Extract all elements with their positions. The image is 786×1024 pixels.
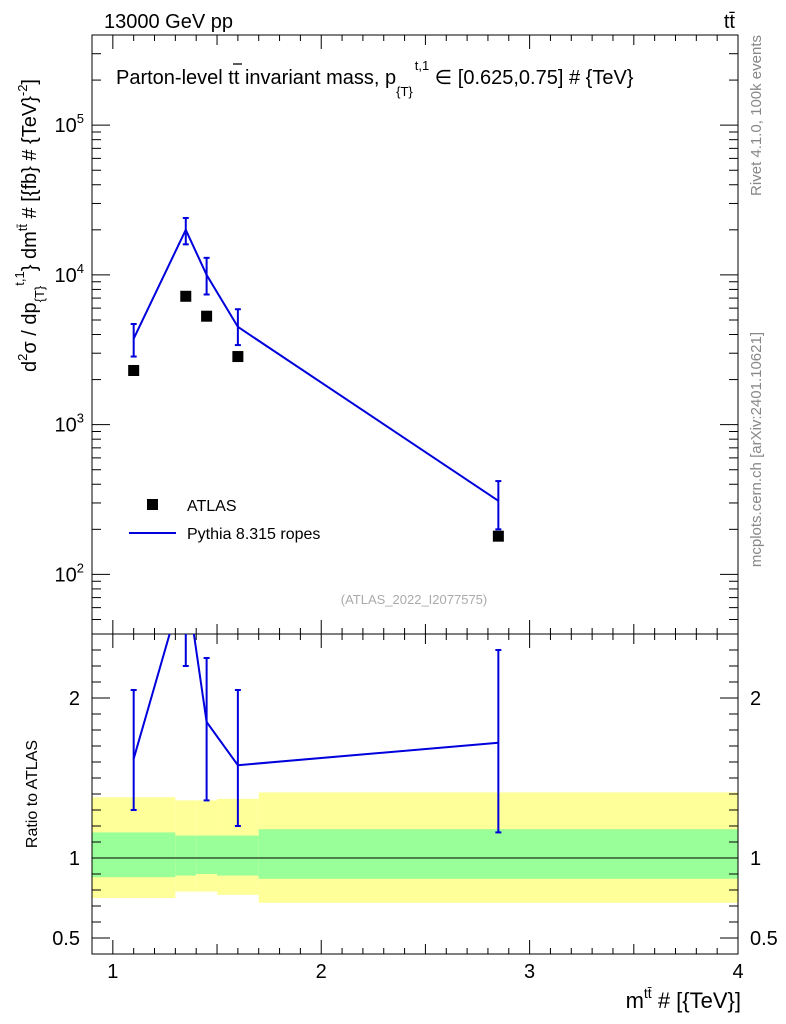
main-y-tick-labels: 102 103 104 105 <box>55 111 84 586</box>
ratio-y-tick-label-right: 0.5 <box>750 928 778 950</box>
main-plot-area <box>128 216 504 542</box>
ratio-plot-area <box>130 634 502 834</box>
main-panel-frame <box>91 34 739 635</box>
analysis-watermark: (ATLAS_2022_I2077575) <box>341 592 487 607</box>
band-inner-segment <box>258 829 738 879</box>
header-right: tt̄ <box>724 11 736 33</box>
atlas-data-point <box>492 530 504 542</box>
band-inner-segment <box>217 835 259 876</box>
axis-ticks <box>92 34 738 954</box>
legend-label-atlas: ATLAS <box>187 498 237 515</box>
atlas-data-point <box>232 351 244 363</box>
main-y-tick-label: 103 <box>55 411 84 437</box>
atlas-data-point <box>201 310 213 322</box>
x-tick-label: 1 <box>107 961 118 983</box>
main-y-axis-label: d2σ / dp{T}t,1} dmtt̄ # [{fb} # {TeV}-2] <box>12 79 47 372</box>
x-tick-labels: 1 2 3 4 <box>107 961 743 983</box>
legend-label-pythia: Pythia 8.315 ropes <box>187 526 320 543</box>
x-tick-label: 2 <box>316 961 327 983</box>
header-left: 13000 GeV pp <box>104 11 233 33</box>
atlas-data-point <box>180 290 192 302</box>
band-inner-segment <box>196 835 218 874</box>
mc-line-main <box>132 227 499 502</box>
band-inner-segment <box>92 832 176 878</box>
ratio-bands <box>92 792 738 903</box>
ratio-y-tick-label-right: 2 <box>750 688 761 710</box>
ratio-y-tick-label-right: 1 <box>750 848 761 870</box>
rivet-label: Rivet 4.1.0, 100k events <box>748 35 765 196</box>
main-title: Parton-level tt invariant mass, p{T}t,1 … <box>116 58 634 99</box>
band-inner-segment <box>175 835 197 876</box>
ratio-y-tick-label: 0.5 <box>52 928 80 950</box>
mcplots-label: mcplots.cern.ch [arXiv:2401.10621] <box>748 332 765 567</box>
ratio-y-tick-label: 2 <box>69 688 80 710</box>
x-tick-label: 3 <box>524 961 535 983</box>
main-y-tick-label: 105 <box>55 111 84 137</box>
ratio-y-tick-labels: 0.5 1 2 0.5 1 2 <box>52 688 778 950</box>
legend-marker-atlas <box>147 499 158 510</box>
ratio-y-tick-label: 1 <box>69 848 80 870</box>
main-y-tick-label: 104 <box>55 261 84 287</box>
atlas-data-point <box>128 364 140 376</box>
x-axis-label: mtt̄ # [{TeV}] <box>626 985 741 1013</box>
ratio-y-axis-label: Ratio to ATLAS <box>24 740 41 848</box>
legend: ATLAS Pythia 8.315 ropes <box>129 498 320 543</box>
main-y-tick-label: 102 <box>55 560 84 586</box>
x-tick-label: 4 <box>732 961 743 983</box>
